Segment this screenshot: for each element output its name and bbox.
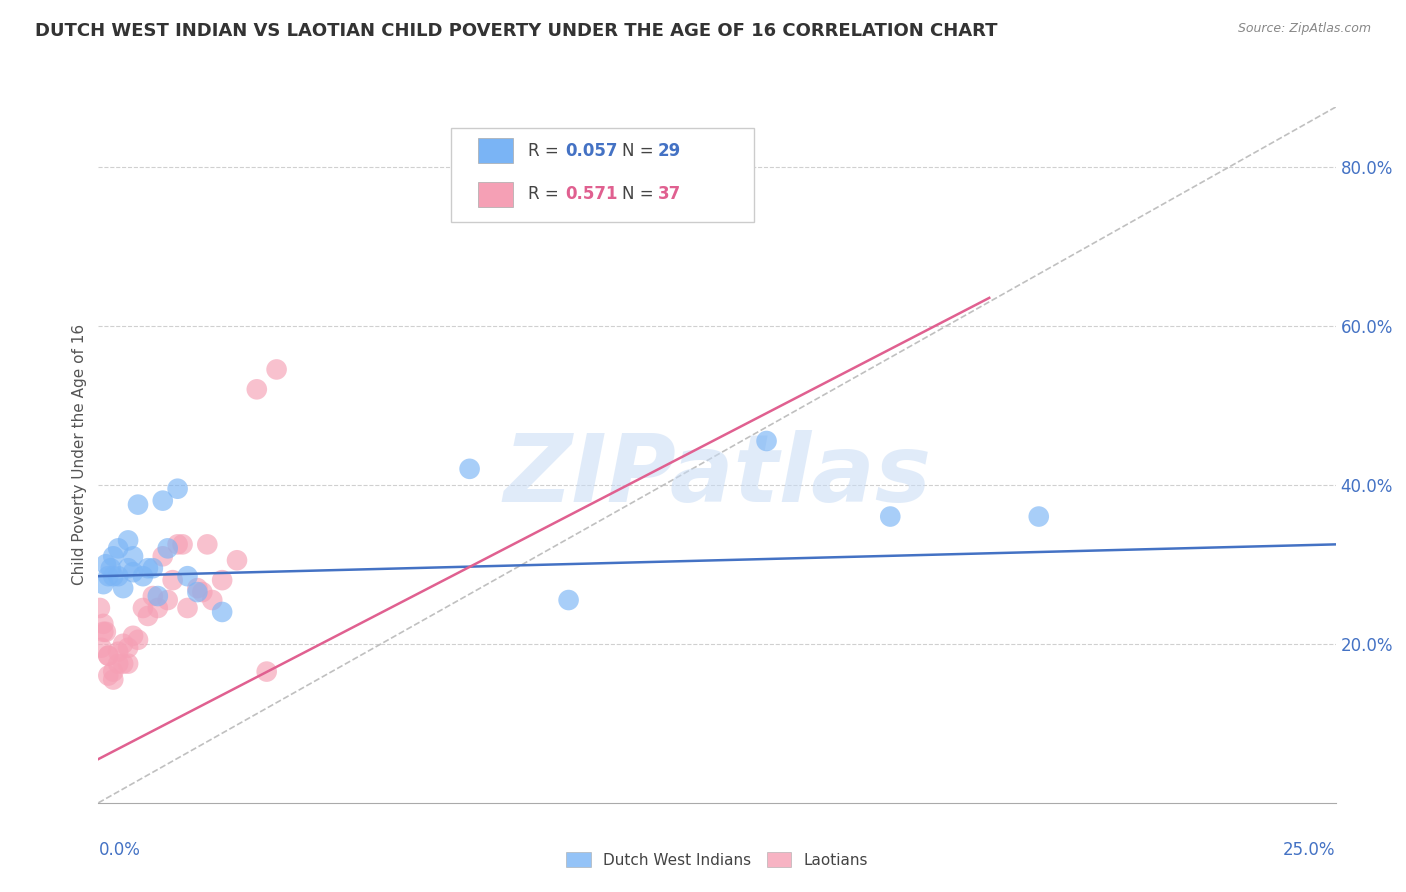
Point bbox=[103, 665, 125, 679]
Text: R =: R = bbox=[527, 142, 564, 160]
Point bbox=[97, 648, 120, 663]
Point bbox=[132, 601, 155, 615]
Point bbox=[117, 640, 139, 655]
Point bbox=[201, 593, 224, 607]
Point bbox=[94, 558, 117, 572]
Point bbox=[127, 632, 149, 647]
Point bbox=[127, 498, 149, 512]
Text: 25.0%: 25.0% bbox=[1284, 841, 1336, 859]
Text: 29: 29 bbox=[658, 142, 681, 160]
Point bbox=[156, 541, 179, 556]
Point bbox=[186, 581, 208, 595]
Point bbox=[117, 657, 139, 671]
Point bbox=[211, 605, 233, 619]
Point bbox=[103, 549, 125, 564]
Point bbox=[107, 645, 129, 659]
FancyBboxPatch shape bbox=[478, 138, 513, 162]
Text: 0.0%: 0.0% bbox=[98, 841, 141, 859]
Text: R =: R = bbox=[527, 186, 564, 203]
Text: N =: N = bbox=[621, 142, 658, 160]
Point bbox=[93, 624, 115, 639]
Point bbox=[879, 509, 901, 524]
Point bbox=[100, 561, 122, 575]
Point bbox=[107, 541, 129, 556]
Point bbox=[246, 382, 269, 396]
Point bbox=[142, 589, 165, 603]
Point bbox=[166, 482, 188, 496]
Text: N =: N = bbox=[621, 186, 658, 203]
Point bbox=[97, 648, 120, 663]
Point bbox=[256, 665, 278, 679]
Point bbox=[107, 569, 129, 583]
Point bbox=[122, 565, 145, 579]
Text: 37: 37 bbox=[658, 186, 681, 203]
Point bbox=[97, 569, 120, 583]
Point bbox=[136, 609, 159, 624]
Text: Source: ZipAtlas.com: Source: ZipAtlas.com bbox=[1237, 22, 1371, 36]
Point bbox=[162, 573, 184, 587]
Point bbox=[97, 668, 120, 682]
Point bbox=[266, 362, 288, 376]
Point bbox=[176, 601, 198, 615]
Point bbox=[166, 537, 188, 551]
Point bbox=[1028, 509, 1050, 524]
Point bbox=[176, 569, 198, 583]
Point bbox=[755, 434, 778, 448]
Point bbox=[112, 581, 135, 595]
Point bbox=[152, 493, 174, 508]
Point bbox=[226, 553, 249, 567]
Point bbox=[112, 637, 135, 651]
Point bbox=[186, 585, 208, 599]
Point bbox=[103, 673, 125, 687]
Text: 0.571: 0.571 bbox=[565, 186, 617, 203]
Point bbox=[195, 537, 218, 551]
FancyBboxPatch shape bbox=[451, 128, 754, 222]
Point bbox=[122, 549, 145, 564]
Point bbox=[112, 657, 135, 671]
Point bbox=[89, 601, 111, 615]
Point bbox=[107, 657, 129, 671]
Legend: Dutch West Indians, Laotians: Dutch West Indians, Laotians bbox=[558, 845, 876, 875]
Point bbox=[103, 569, 125, 583]
Text: ZIPatlas: ZIPatlas bbox=[503, 430, 931, 522]
Point bbox=[136, 561, 159, 575]
Point bbox=[117, 533, 139, 548]
Point bbox=[132, 569, 155, 583]
Point bbox=[557, 593, 579, 607]
Text: DUTCH WEST INDIAN VS LAOTIAN CHILD POVERTY UNDER THE AGE OF 16 CORRELATION CHART: DUTCH WEST INDIAN VS LAOTIAN CHILD POVER… bbox=[35, 22, 998, 40]
Text: 0.057: 0.057 bbox=[565, 142, 617, 160]
Point bbox=[156, 593, 179, 607]
Point bbox=[146, 601, 169, 615]
Y-axis label: Child Poverty Under the Age of 16: Child Poverty Under the Age of 16 bbox=[72, 325, 87, 585]
Point bbox=[458, 462, 481, 476]
Point bbox=[142, 561, 165, 575]
Point bbox=[94, 624, 117, 639]
FancyBboxPatch shape bbox=[478, 182, 513, 207]
Point bbox=[122, 629, 145, 643]
Point bbox=[93, 577, 115, 591]
Point bbox=[152, 549, 174, 564]
Point bbox=[191, 585, 214, 599]
Point bbox=[117, 561, 139, 575]
Point bbox=[146, 589, 169, 603]
Point bbox=[90, 640, 112, 655]
Point bbox=[172, 537, 194, 551]
Point bbox=[93, 616, 115, 631]
Point bbox=[211, 573, 233, 587]
